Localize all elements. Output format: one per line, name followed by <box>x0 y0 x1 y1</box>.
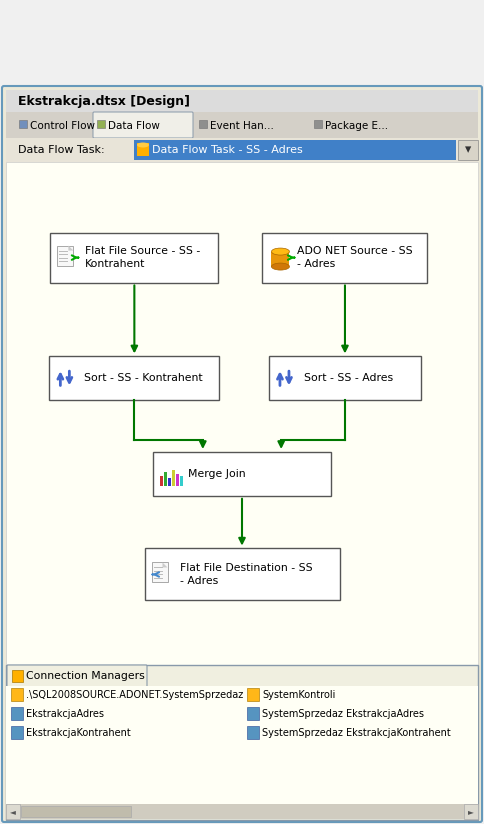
Text: ADO NET Source - SS
- Adres: ADO NET Source - SS - Adres <box>298 246 413 269</box>
Text: EkstrakcjaKontrahent: EkstrakcjaKontrahent <box>26 728 131 738</box>
Text: Data Flow Task - SS - Adres: Data Flow Task - SS - Adres <box>152 145 303 155</box>
Ellipse shape <box>272 248 289 255</box>
Bar <box>247 726 259 739</box>
Bar <box>272 251 289 267</box>
Bar <box>137 143 149 156</box>
Bar <box>6 162 478 665</box>
Bar <box>269 356 421 400</box>
Bar <box>314 120 322 128</box>
Text: Data Flow: Data Flow <box>108 121 160 131</box>
Text: .\SQL2008SOURCE.ADONET.SystemSprzedaz: .\SQL2008SOURCE.ADONET.SystemSprzedaz <box>26 690 243 700</box>
Bar <box>11 688 23 701</box>
Text: SystemKontroli: SystemKontroli <box>262 690 335 700</box>
Text: Control Flow: Control Flow <box>30 121 95 131</box>
Bar <box>12 670 23 682</box>
Bar <box>134 140 456 160</box>
FancyBboxPatch shape <box>93 112 193 138</box>
Text: Data Flow Task:: Data Flow Task: <box>18 145 105 155</box>
Bar <box>49 356 219 400</box>
Polygon shape <box>68 246 74 250</box>
Bar <box>11 707 23 720</box>
Bar <box>6 804 20 819</box>
Bar <box>262 232 427 283</box>
Bar <box>19 120 27 128</box>
Text: EkstrakcjaAdres: EkstrakcjaAdres <box>26 709 104 719</box>
Bar <box>6 138 478 162</box>
Text: Flat File Source - SS -
Kontrahent: Flat File Source - SS - Kontrahent <box>85 246 200 269</box>
Bar <box>145 549 339 601</box>
Bar <box>6 804 478 819</box>
Bar <box>160 476 163 486</box>
Ellipse shape <box>137 143 149 147</box>
Text: Sort - SS - Adres: Sort - SS - Adres <box>304 373 393 383</box>
Text: Package E...: Package E... <box>325 121 388 131</box>
Bar <box>168 478 171 486</box>
Bar <box>172 470 175 486</box>
Text: Merge Join: Merge Join <box>188 469 245 479</box>
Bar <box>247 688 259 701</box>
FancyBboxPatch shape <box>310 112 424 138</box>
Bar <box>6 90 478 112</box>
FancyBboxPatch shape <box>195 112 305 138</box>
Bar <box>6 112 478 138</box>
Text: Flat File Destination - SS
- Adres: Flat File Destination - SS - Adres <box>180 563 312 586</box>
Text: ◄: ◄ <box>10 807 16 816</box>
Ellipse shape <box>272 263 289 270</box>
Bar <box>458 140 478 160</box>
Polygon shape <box>163 563 167 568</box>
Bar <box>464 804 478 819</box>
Text: Connection Managers: Connection Managers <box>26 671 145 681</box>
Bar <box>164 472 167 486</box>
FancyBboxPatch shape <box>2 86 482 822</box>
Bar <box>180 476 183 486</box>
Text: Event Han...: Event Han... <box>210 121 274 131</box>
Bar <box>176 474 179 486</box>
Bar <box>58 246 74 265</box>
Bar <box>11 726 23 739</box>
Text: ▾: ▾ <box>465 143 471 157</box>
Text: Sort - SS - Kontrahent: Sort - SS - Kontrahent <box>84 373 203 383</box>
Bar <box>6 686 478 804</box>
Text: ►: ► <box>468 807 474 816</box>
Text: SystemSprzedaz EkstrakcjaKontrahent: SystemSprzedaz EkstrakcjaKontrahent <box>262 728 451 738</box>
Bar <box>0 0 484 88</box>
Text: SystemSprzedaz EkstrakcjaAdres: SystemSprzedaz EkstrakcjaAdres <box>262 709 424 719</box>
FancyBboxPatch shape <box>15 112 91 138</box>
Bar <box>247 707 259 720</box>
Bar <box>6 665 478 820</box>
Bar <box>199 120 207 128</box>
FancyBboxPatch shape <box>7 665 147 687</box>
Text: Ekstrakcja.dtsx [Design]: Ekstrakcja.dtsx [Design] <box>18 95 190 107</box>
Bar <box>151 563 167 583</box>
Bar <box>153 452 331 496</box>
Bar <box>50 232 218 283</box>
Bar <box>21 806 131 817</box>
Bar <box>97 120 105 128</box>
